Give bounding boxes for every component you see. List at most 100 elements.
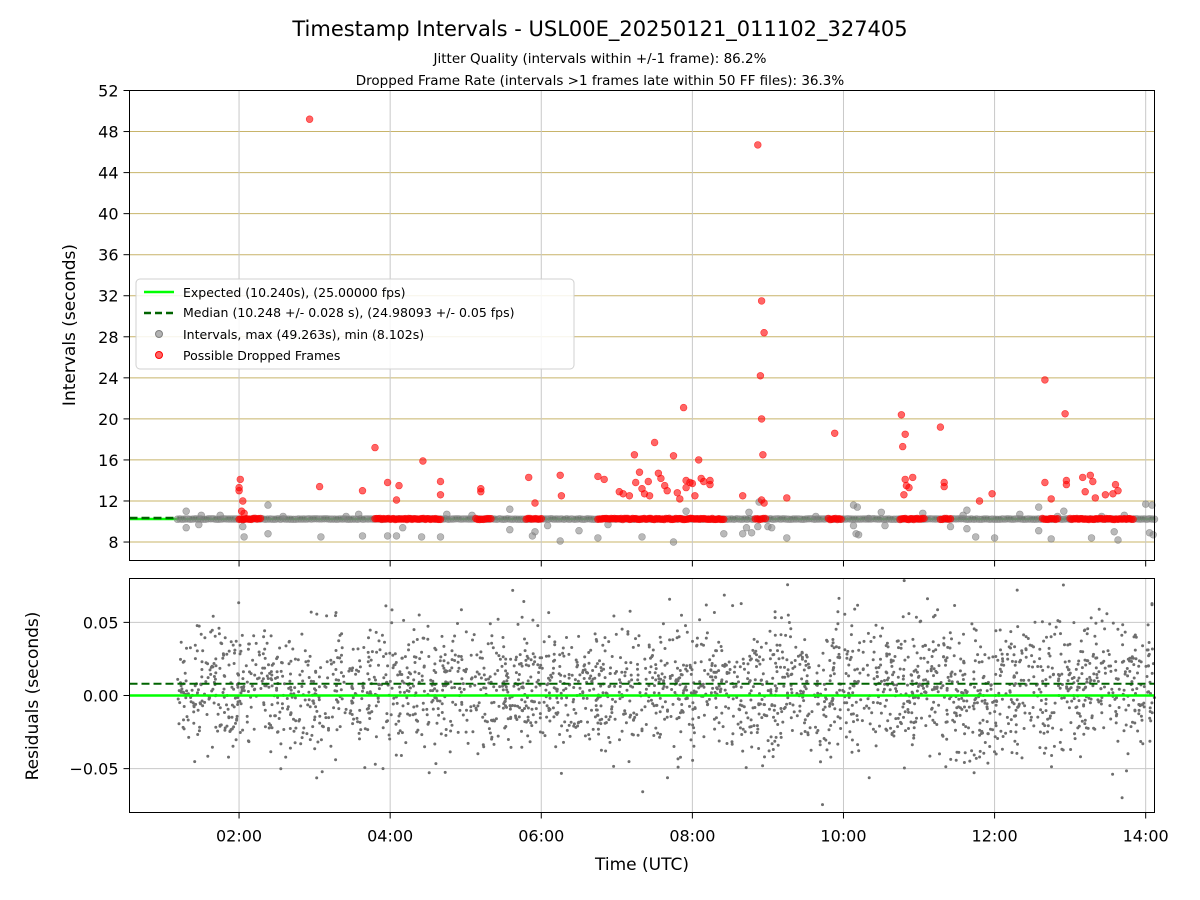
residual-point [857,749,861,753]
residual-point [411,640,415,644]
residual-point [610,705,614,709]
residual-point [196,691,199,695]
residual-point [752,637,756,641]
residual-point [598,718,602,722]
residual-point [1133,709,1137,713]
residual-point [843,612,847,616]
residual-point [945,737,949,741]
residual-point [718,690,722,694]
residual-point [176,697,180,701]
residual-point [976,689,980,693]
residual-point [1032,660,1036,664]
residual-point [466,741,470,745]
residual-point [644,723,648,726]
residual-point [437,713,441,717]
residual-point [397,719,401,723]
intervals-y-tick-label: 44 [98,164,118,183]
residual-point [568,734,572,738]
residual-point [405,696,409,700]
residual-point [1145,648,1149,652]
residual-point [177,722,181,726]
residual-point [553,658,557,662]
residual-point [310,733,314,737]
residual-point [924,678,928,682]
residual-point [764,641,768,645]
residual-point [563,674,567,678]
residual-point [572,724,576,728]
dropped-frame-point [315,482,324,491]
residual-point [721,725,725,729]
residual-point [323,684,327,688]
residual-point [216,712,220,716]
residual-point [1123,672,1127,676]
residual-point [948,697,952,701]
residual-point [1114,710,1118,713]
residual-point [545,715,549,719]
residual-point [542,640,546,644]
residual-point [968,759,972,763]
residual-point [233,648,237,652]
residual-point [547,635,551,639]
residual-point [217,703,221,707]
residual-point [879,711,883,715]
residual-point [709,668,713,672]
residual-point [871,727,875,731]
residual-point [858,641,862,645]
residual-point [417,672,421,675]
residual-point [1015,671,1019,675]
residual-point [230,685,234,689]
residual-point [934,669,938,673]
interval-point [754,522,762,531]
residual-point [400,656,404,660]
residual-point [620,670,624,674]
residual-point [354,672,358,676]
residual-point [284,644,288,648]
residual-point [1093,727,1097,731]
residual-point [1022,678,1026,682]
residual-point [623,674,627,678]
residual-point [604,749,608,753]
residual-point [804,659,808,663]
residual-point [350,713,354,716]
residual-point [402,618,406,622]
residual-point [1018,660,1022,664]
residual-point [271,662,275,666]
residual-point [980,660,984,664]
residual-point [649,656,652,660]
dropped-frame-point [557,492,566,500]
residual-point [236,700,240,704]
residual-point [1077,699,1081,703]
residual-point [240,633,244,637]
residual-point [196,708,200,712]
residual-point [685,630,689,634]
residual-point [401,704,405,708]
dropped-frame-point [920,514,928,523]
residual-point [1059,632,1062,636]
residual-point [578,686,582,690]
residual-point [326,676,330,680]
residual-point [433,662,437,666]
residual-point [901,705,905,709]
residual-point [252,634,256,638]
residual-point [853,607,857,611]
residual-point [931,649,935,653]
residual-point [821,651,825,655]
dropped-frame-point [625,492,634,500]
residual-point [844,721,848,725]
residual-point [871,658,875,662]
residual-point [531,662,535,666]
residual-point [1148,739,1152,743]
residual-point [236,703,240,706]
residual-point [589,674,593,678]
intervals-axes-frame [129,90,1155,561]
residual-point [1023,711,1027,715]
residual-point [993,750,996,754]
residual-point [773,739,777,743]
residual-point [676,757,680,761]
residual-point [493,672,497,676]
residual-point [1044,709,1048,713]
interval-point [383,532,392,540]
residual-point [965,709,969,713]
residual-point [932,615,935,619]
